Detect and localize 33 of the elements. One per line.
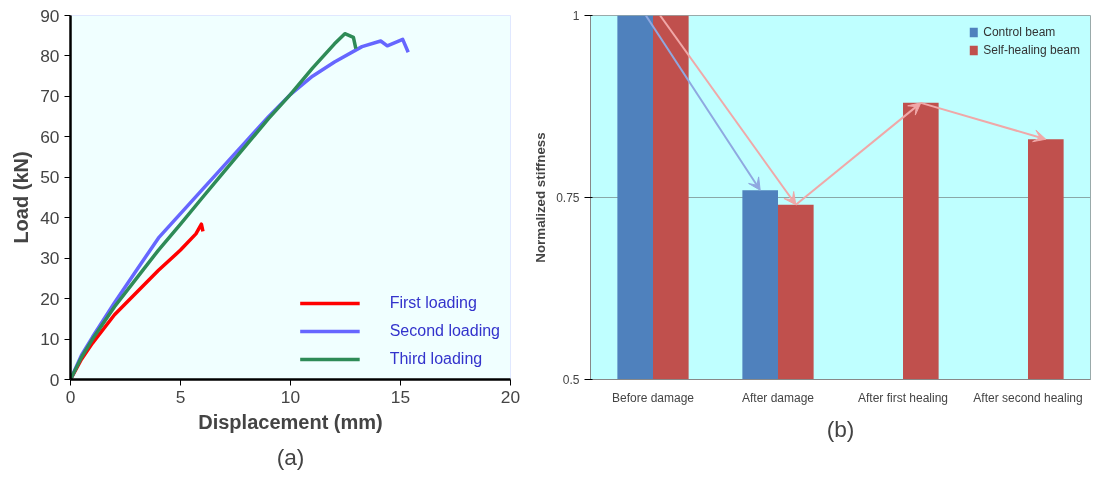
legend-label: Self-healing beam	[983, 43, 1080, 57]
y-axis-title: Load (kN)	[10, 151, 33, 244]
x-tick-label: 15	[390, 386, 411, 407]
y-tick-label: 20	[40, 288, 60, 309]
x-tick-label: 5	[175, 386, 186, 407]
y-tick-label: 0	[49, 369, 60, 390]
y-tick-label: 70	[40, 86, 60, 107]
y-tick-label: 40	[40, 207, 60, 228]
y-tick-label: 1	[572, 9, 580, 23]
x-tick-label: 10	[280, 386, 301, 407]
text: (a)	[276, 443, 305, 470]
x-tick-label: After first healing	[857, 390, 949, 405]
text: (b)	[826, 415, 855, 442]
y-tick-label: 90	[40, 5, 60, 26]
y-tick-label: 0.75	[556, 191, 580, 205]
legend-label: Control beam	[983, 25, 1056, 39]
x-axis-title: Displacement (mm)	[198, 410, 383, 433]
legend-label: Second loading	[389, 322, 500, 340]
x-tick-label: 20	[500, 386, 521, 407]
legend-label: Third loading	[389, 350, 483, 368]
x-tick-label: Before damage	[611, 390, 695, 405]
legend-label: First loading	[389, 294, 477, 312]
x-tick-label: 0	[65, 386, 76, 407]
y-tick-label: 0.5	[562, 373, 580, 387]
y-axis-title: Normalized stiffness	[533, 132, 549, 263]
x-tick-label: After damage	[741, 390, 815, 405]
y-tick-label: 80	[40, 45, 60, 66]
y-tick-label: 50	[40, 167, 60, 188]
y-tick-label: 10	[40, 329, 60, 350]
y-tick-label: 30	[40, 248, 60, 269]
y-tick-label: 60	[40, 126, 60, 147]
line-series	[70, 31, 358, 380]
x-tick-label: After second healing	[973, 390, 1083, 405]
